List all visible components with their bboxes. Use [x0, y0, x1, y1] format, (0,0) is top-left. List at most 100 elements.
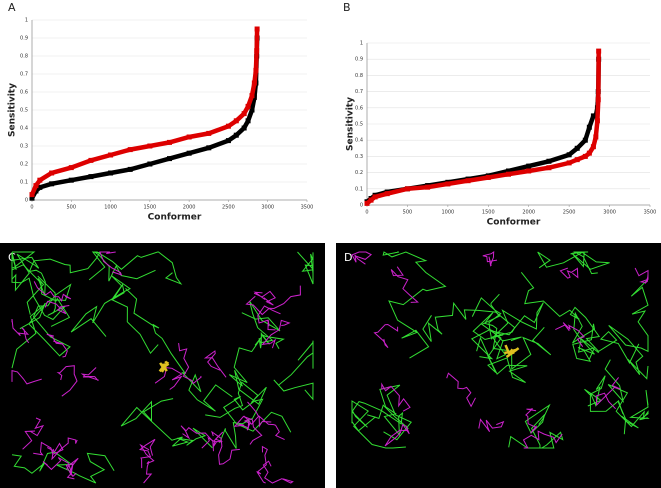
ligand	[158, 363, 167, 373]
marker	[49, 181, 55, 187]
x-tick-label: 2000	[522, 210, 535, 216]
x-tick-label: 500	[403, 210, 413, 216]
marker	[368, 197, 374, 203]
marker	[546, 158, 552, 164]
backbone	[446, 372, 476, 408]
marker	[88, 174, 94, 180]
marker	[582, 153, 588, 159]
marker	[249, 107, 255, 113]
marker	[33, 183, 39, 189]
backbone	[261, 319, 291, 349]
backbone	[44, 300, 70, 315]
marker	[29, 195, 35, 201]
marker	[526, 163, 532, 169]
marker	[566, 160, 572, 166]
marker	[225, 138, 231, 144]
backbone	[125, 288, 233, 412]
x-tick-label: 3500	[301, 205, 314, 211]
y-tick-label: 0.8	[355, 73, 363, 79]
backbone	[11, 318, 30, 344]
backbone	[33, 281, 72, 302]
backbone	[273, 340, 314, 401]
panel-label: A	[8, 1, 16, 14]
marker	[586, 150, 592, 156]
y-tick-label: 1	[25, 18, 28, 24]
backbone	[482, 250, 498, 267]
backbone	[390, 266, 419, 303]
panel-label: B	[343, 1, 351, 14]
y-tick-label: 0.7	[355, 89, 363, 95]
marker	[574, 157, 580, 163]
marker	[526, 168, 532, 174]
backbone	[11, 251, 40, 292]
y-tick-label: 0.9	[20, 36, 28, 42]
backbone	[22, 417, 45, 450]
backbone	[51, 437, 78, 460]
x-tick-label: 3000	[261, 205, 274, 211]
marker	[233, 118, 239, 124]
marker	[254, 48, 260, 54]
backbone	[178, 343, 202, 385]
marker	[404, 186, 410, 192]
backbone	[243, 401, 260, 431]
marker	[233, 132, 239, 138]
backbone	[555, 322, 585, 347]
marker	[245, 118, 251, 124]
backbone	[11, 369, 42, 385]
molecule-render	[11, 251, 314, 484]
backbone	[595, 377, 621, 410]
backbone	[258, 415, 285, 441]
marker	[254, 26, 260, 32]
marker	[29, 192, 35, 198]
backbone	[634, 267, 649, 284]
backbone	[384, 423, 410, 447]
backbone	[211, 430, 240, 465]
backbone	[351, 384, 412, 441]
marker	[384, 191, 390, 197]
marker	[147, 143, 153, 149]
backbone	[522, 430, 563, 449]
marker	[241, 111, 247, 117]
marker	[225, 123, 231, 129]
x-tick-label: 3500	[644, 210, 657, 216]
backbone	[56, 365, 78, 397]
backbone	[381, 382, 411, 412]
x-tick-label: 0	[30, 205, 33, 211]
marker	[127, 166, 133, 172]
marker	[241, 125, 247, 131]
ligand	[504, 350, 512, 355]
x-tick-label: 1000	[104, 205, 117, 211]
y-tick-label: 0.2	[355, 170, 363, 176]
backbone	[255, 445, 268, 484]
backbone	[203, 350, 227, 378]
marker	[445, 181, 451, 187]
backbone	[46, 333, 68, 358]
y-tick-label: 0.7	[20, 72, 28, 78]
marker	[88, 157, 94, 163]
backbone	[382, 251, 447, 359]
marker	[465, 178, 471, 184]
backbone	[257, 305, 281, 331]
marker	[249, 93, 255, 99]
backbone	[219, 396, 292, 449]
y-tick-label: 0	[25, 198, 28, 204]
marker	[167, 156, 172, 162]
backbone	[470, 312, 552, 371]
panel-label: D	[344, 251, 352, 264]
x-tick-label: 2500	[222, 205, 235, 211]
ligand	[511, 351, 515, 355]
marker	[596, 48, 602, 54]
backbone	[604, 359, 650, 428]
marker	[506, 168, 511, 174]
y-axis-label: Sensitivity	[8, 83, 18, 137]
backbone	[180, 425, 214, 452]
marker	[108, 152, 114, 158]
y-tick-label: 0.4	[20, 126, 28, 132]
backbone	[537, 251, 610, 275]
marker	[593, 134, 599, 140]
marker	[68, 165, 74, 171]
backbone	[253, 290, 276, 306]
marker	[147, 161, 153, 167]
y-tick-label: 0.9	[355, 57, 363, 63]
